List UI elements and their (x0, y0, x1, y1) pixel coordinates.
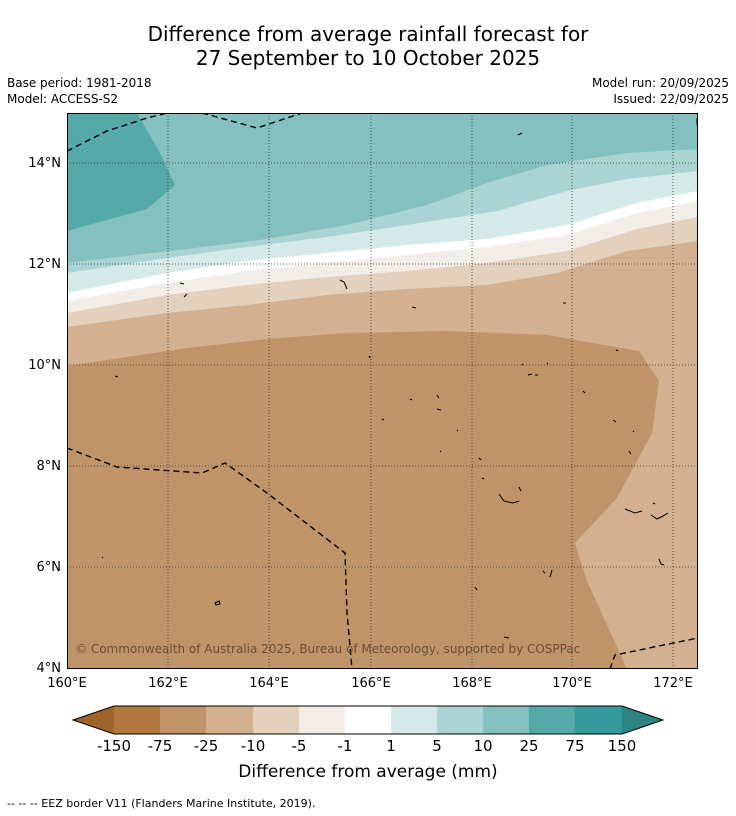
lon-tick: 168°E (452, 676, 492, 691)
colorbar-swatch (483, 706, 529, 734)
eez-footnote: -- -- -- EEZ border V11 (Flanders Marine… (7, 797, 316, 810)
lat-tick: 8°N (37, 459, 62, 474)
lon-tick: 164°E (249, 676, 289, 691)
colorbar-swatch (206, 706, 253, 734)
eez-border (67, 113, 698, 669)
meta-left: Base period: 1981-2018 Model: ACCESS-S2 (7, 75, 152, 107)
colorbar-high-arrow (622, 706, 663, 734)
lon-tick: 166°E (351, 676, 391, 691)
colorbar-label: 1 (386, 737, 396, 755)
base-period: Base period: 1981-2018 (7, 76, 152, 90)
colorbar-label: -10 (241, 737, 266, 755)
map-frame (67, 113, 698, 669)
colorbar-label: 5 (432, 737, 442, 755)
lon-tick: 172°E (653, 676, 693, 691)
issued-date: Issued: 22/09/2025 (613, 92, 729, 106)
colorbar-outline (71, 705, 665, 735)
rain-band-plus10 (67, 113, 698, 263)
colorbar-label: -25 (194, 737, 219, 755)
lon-tick: 160°E (47, 676, 87, 691)
copyright-notice: © Commonwealth of Australia 2025, Bureau… (75, 642, 580, 656)
colorbar-label: -5 (292, 737, 307, 755)
colorbar-label: 150 (608, 737, 637, 755)
colorbar-low-arrow (73, 706, 114, 734)
lat-ticks: 4°N 6°N 8°N 10°N 12°N 14°N (28, 156, 61, 676)
graticule (67, 113, 698, 669)
colorbar-swatch (114, 706, 160, 734)
map-canvas: © Commonwealth of Australia 2025, Bureau… (67, 113, 698, 669)
rain-band-plus25 (67, 113, 175, 231)
lon-tick: 170°E (552, 676, 592, 691)
colorbar-swatch (391, 706, 437, 734)
colorbar: -150 -75 -25 -10 -5 -1 1 5 10 25 75 150 (71, 705, 665, 755)
colorbar-swatch (345, 706, 391, 734)
lon-tick: 162°E (148, 676, 188, 691)
colorbar-swatch (160, 706, 206, 734)
lat-tick: 6°N (37, 560, 62, 575)
lat-tick: 10°N (28, 358, 61, 373)
colorbar-swatch (575, 706, 622, 734)
model-run: Model run: 20/09/2025 (591, 76, 729, 90)
meta-right: Model run: 20/09/2025 Issued: 22/09/2025 (592, 75, 729, 107)
colorbar-label: -150 (97, 737, 131, 755)
lat-tick: 12°N (28, 257, 61, 272)
colorbar-title: Difference from average (mm) (238, 762, 498, 782)
colorbar-label: 25 (519, 737, 538, 755)
lat-tick: 4°N (37, 661, 62, 676)
colorbar-swatch (299, 706, 345, 734)
title-line-1: Difference from average rainfall forecas… (147, 22, 589, 46)
colorbar-label: 75 (565, 737, 584, 755)
colorbar-swatch (253, 706, 299, 734)
colorbar-label: -75 (148, 737, 173, 755)
lat-tick: 14°N (28, 156, 61, 171)
map-panel: © Commonwealth of Australia 2025, Bureau… (67, 113, 698, 669)
colorbar-swatch (437, 706, 483, 734)
map-title: Difference from average rainfall forecas… (0, 22, 736, 70)
title-line-2: 27 September to 10 October 2025 (195, 46, 541, 70)
model-name: Model: ACCESS-S2 (7, 92, 119, 106)
lon-ticks: 160°E 162°E 164°E 166°E 168°E 170°E 172°… (47, 676, 693, 691)
colorbar-label: 10 (473, 737, 492, 755)
colorbar-swatch (529, 706, 575, 734)
colorbar-label: -1 (338, 737, 353, 755)
